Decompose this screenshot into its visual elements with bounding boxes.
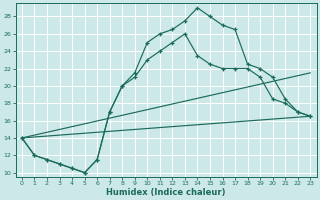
X-axis label: Humidex (Indice chaleur): Humidex (Indice chaleur): [106, 188, 226, 197]
